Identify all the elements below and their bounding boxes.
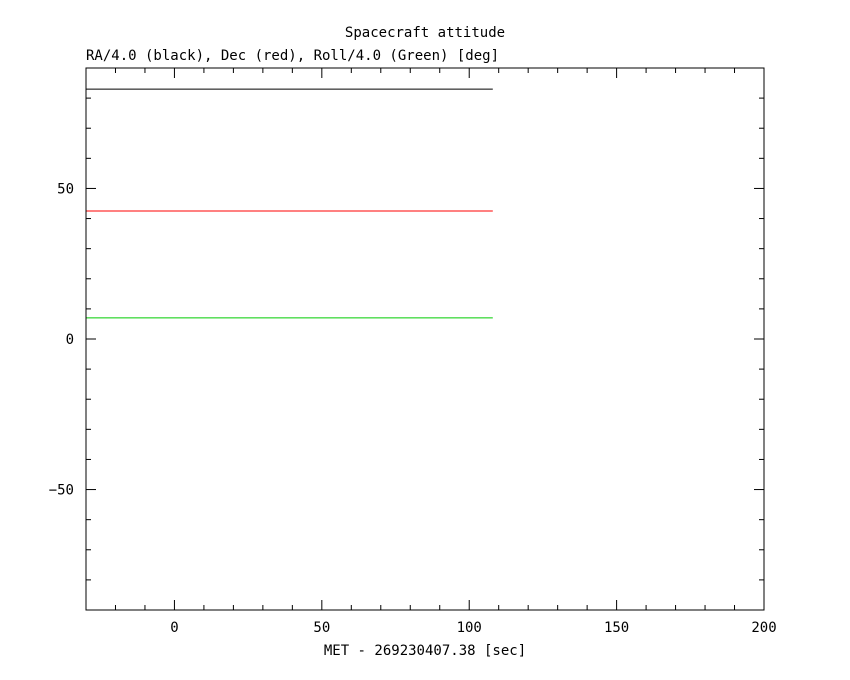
x-tick-label: 200	[751, 620, 776, 636]
plot-frame	[85, 67, 765, 611]
tick-labels: 0 50 100 150 200 −50 0 50	[49, 181, 777, 636]
chart-subtitle: RA/4.0 (black), Dec (red), Roll/4.0 (Gre…	[86, 48, 499, 64]
y-tick-label: 0	[66, 332, 74, 348]
series-layer	[86, 88, 493, 319]
x-tick-label: 0	[170, 620, 178, 636]
chart-title: Spacecraft attitude	[345, 25, 505, 41]
axis-ticks	[86, 68, 765, 610]
x-tick-label: 100	[457, 620, 482, 636]
y-tick-label: 50	[57, 181, 74, 197]
x-tick-label: 50	[313, 620, 330, 636]
x-tick-label: 150	[604, 620, 629, 636]
x-axis-label: MET - 269230407.38 [sec]	[324, 643, 526, 659]
y-tick-label: −50	[49, 483, 74, 499]
